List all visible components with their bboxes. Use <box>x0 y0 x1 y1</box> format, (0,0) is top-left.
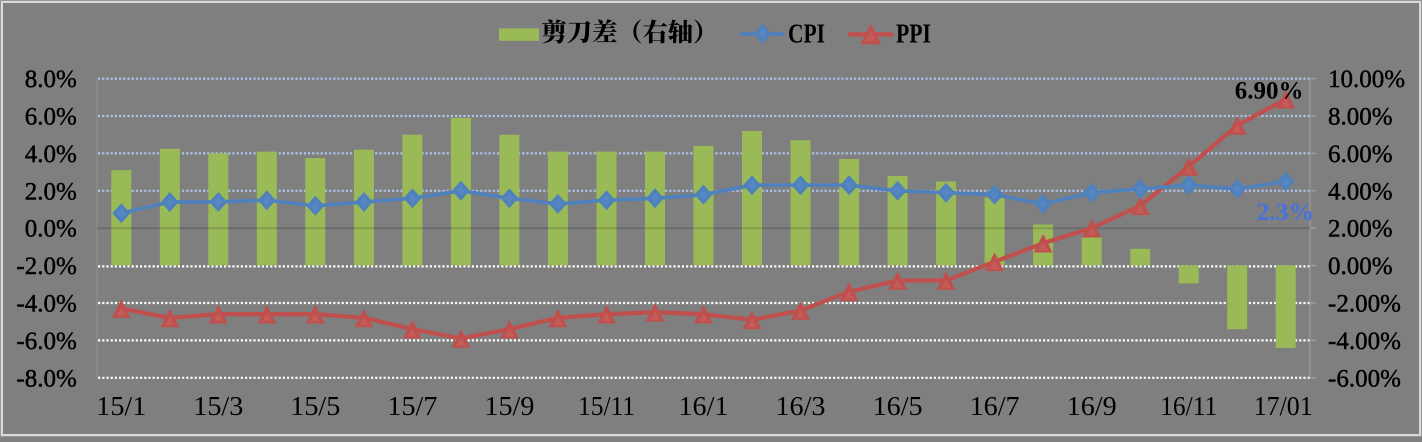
svg-text:16/3: 16/3 <box>776 391 826 421</box>
svg-text:15/3: 15/3 <box>193 391 243 421</box>
svg-text:2.3%: 2.3% <box>1257 197 1314 226</box>
svg-text:15/5: 15/5 <box>290 391 340 421</box>
svg-text:CPI: CPI <box>788 19 825 49</box>
svg-text:15/1: 15/1 <box>96 391 146 421</box>
svg-text:17/01: 17/01 <box>1254 391 1313 421</box>
svg-text:15/7: 15/7 <box>387 391 437 421</box>
svg-text:16/5: 16/5 <box>873 391 923 421</box>
svg-text:6.0%: 6.0% <box>25 104 77 131</box>
svg-text:0.00%: 0.00% <box>1328 253 1393 280</box>
svg-text:10.00%: 10.00% <box>1328 66 1405 93</box>
svg-text:6.90%: 6.90% <box>1235 77 1304 104</box>
svg-text:PPI: PPI <box>896 19 931 49</box>
svg-text:16/7: 16/7 <box>970 391 1020 421</box>
svg-text:15/9: 15/9 <box>484 391 534 421</box>
svg-text:2.0%: 2.0% <box>25 178 77 205</box>
svg-text:15/11: 15/11 <box>578 391 635 421</box>
svg-text:-2.0%: -2.0% <box>16 253 76 280</box>
svg-text:8.00%: 8.00% <box>1328 104 1393 131</box>
svg-text:-2.00%: -2.00% <box>1328 291 1401 318</box>
svg-text:16/11: 16/11 <box>1160 391 1217 421</box>
svg-text:-6.00%: -6.00% <box>1328 365 1401 392</box>
svg-text:8.0%: 8.0% <box>25 66 77 93</box>
svg-text:-4.0%: -4.0% <box>16 291 76 318</box>
svg-text:16/1: 16/1 <box>679 391 729 421</box>
svg-text:-4.00%: -4.00% <box>1328 328 1401 355</box>
svg-text:2.00%: 2.00% <box>1328 216 1393 243</box>
svg-text:4.0%: 4.0% <box>25 141 77 168</box>
svg-text:4.00%: 4.00% <box>1328 178 1393 205</box>
svg-text:-6.0%: -6.0% <box>16 328 76 355</box>
svg-text:0.0%: 0.0% <box>25 216 77 243</box>
svg-text:16/9: 16/9 <box>1067 391 1117 421</box>
svg-text:-8.0%: -8.0% <box>16 365 76 392</box>
svg-text:6.00%: 6.00% <box>1328 141 1393 168</box>
